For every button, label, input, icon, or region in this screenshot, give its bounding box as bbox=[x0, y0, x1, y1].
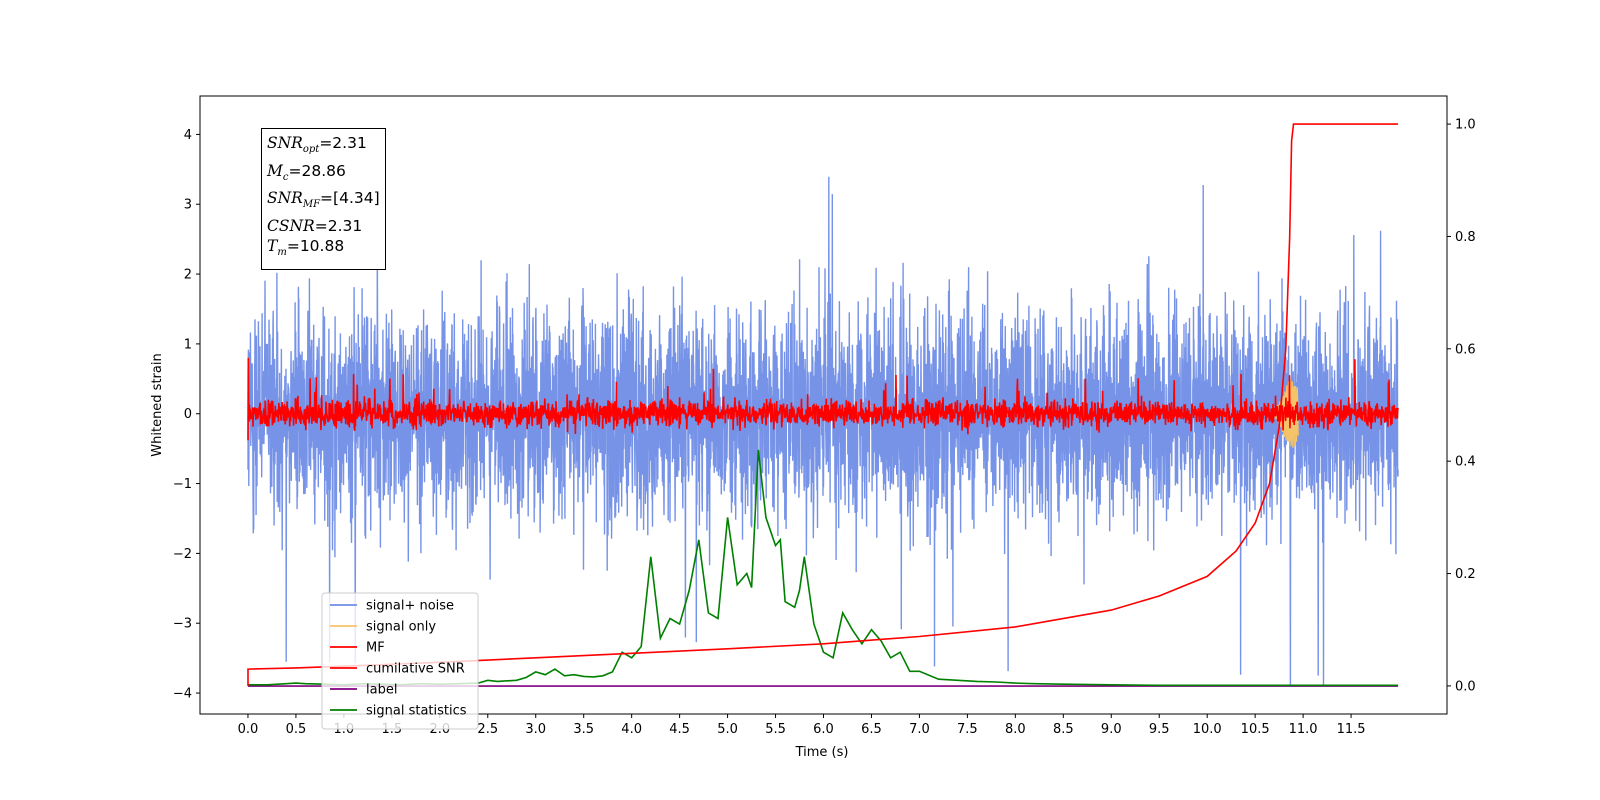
x-tick-label: 2.5 bbox=[477, 722, 498, 737]
x-tick-label: 11.5 bbox=[1337, 722, 1366, 737]
y-axis-left: 4 3 2 1 0 −1 −2 −3 −4 bbox=[173, 128, 200, 702]
y2-tick-label: 1.0 bbox=[1455, 118, 1476, 133]
x-tick-label: 9.0 bbox=[1101, 722, 1122, 737]
x-tick-label: 5.5 bbox=[765, 722, 786, 737]
x-tick-label: 4.0 bbox=[621, 722, 642, 737]
x-tick-label: 9.5 bbox=[1149, 722, 1170, 737]
y-axis-label: Whitened strain bbox=[150, 353, 165, 456]
legend-entry: label bbox=[366, 683, 397, 698]
snr-mf-value: =[4.34] bbox=[320, 189, 380, 208]
tm-value: =10.88 bbox=[286, 237, 345, 256]
y2-tick-label: 0.2 bbox=[1455, 567, 1476, 582]
annot-tm: Tm=10.88 bbox=[267, 237, 345, 259]
x-tick-label: 8.0 bbox=[1005, 722, 1026, 737]
annot-snr-opt: SNRopt=2.31 bbox=[267, 134, 367, 156]
series-mf bbox=[247, 357, 1399, 441]
legend-entry: signal only bbox=[366, 620, 436, 635]
y-tick-label: 3 bbox=[184, 198, 192, 213]
y-tick-label: 0 bbox=[184, 407, 192, 422]
annot-snr-mf: SNRMF=[4.34] bbox=[267, 189, 380, 211]
y-axis-right: 1.0 0.8 0.6 0.4 0.2 0.0 bbox=[1447, 118, 1476, 694]
x-tick-label: 6.0 bbox=[813, 722, 834, 737]
legend-entry: MF bbox=[366, 641, 385, 656]
x-tick-label: 3.0 bbox=[525, 722, 546, 737]
y-tick-label: −2 bbox=[173, 547, 192, 562]
x-tick-label: 0.0 bbox=[238, 722, 259, 737]
x-axis-label: Time (s) bbox=[795, 745, 849, 760]
annot-mc: Mc=28.86 bbox=[267, 161, 346, 183]
x-tick-label: 10.0 bbox=[1193, 722, 1222, 737]
y-tick-label: −4 bbox=[173, 687, 192, 702]
x-tick-label: 4.5 bbox=[669, 722, 690, 737]
mc-value: =28.86 bbox=[288, 161, 346, 180]
legend-entry: signal+ noise bbox=[366, 599, 454, 614]
y2-tick-label: 0.6 bbox=[1455, 342, 1476, 357]
y-tick-label: 1 bbox=[184, 337, 192, 352]
csnr-value: =2.31 bbox=[314, 216, 363, 235]
x-tick-label: 3.5 bbox=[573, 722, 594, 737]
series-signal-noise bbox=[247, 176, 1399, 687]
y-tick-label: 4 bbox=[184, 128, 192, 143]
y2-tick-label: 0.4 bbox=[1455, 455, 1476, 470]
legend-box bbox=[321, 592, 479, 730]
y-tick-label: −1 bbox=[173, 477, 192, 492]
x-tick-label: 6.5 bbox=[861, 722, 882, 737]
y2-tick-label: 0.0 bbox=[1455, 679, 1476, 694]
snr-opt-value: =2.31 bbox=[319, 134, 367, 152]
annot-csnr: CSNR=2.31 bbox=[267, 216, 363, 235]
annotation-box: SNRopt=2.31 Mc=28.86 SNRMF=[4.34] CSNR=2… bbox=[261, 128, 386, 270]
x-tick-label: 11.0 bbox=[1289, 722, 1318, 737]
legend: signal+ noise signal only MF cumilative SNR… bbox=[321, 592, 479, 730]
y-tick-label: −3 bbox=[173, 617, 192, 632]
x-tick-label: 5.0 bbox=[717, 722, 738, 737]
y2-tick-label: 0.8 bbox=[1455, 230, 1476, 245]
x-tick-label: 8.5 bbox=[1053, 722, 1074, 737]
x-tick-label: 7.5 bbox=[957, 722, 978, 737]
legend-entry: signal statistics bbox=[366, 704, 467, 719]
x-tick-label: 10.5 bbox=[1241, 722, 1270, 737]
y-tick-label: 2 bbox=[184, 268, 192, 283]
legend-entry: cumilative SNR bbox=[366, 662, 465, 677]
x-tick-label: 7.0 bbox=[909, 722, 930, 737]
x-tick-label: 0.5 bbox=[286, 722, 307, 737]
